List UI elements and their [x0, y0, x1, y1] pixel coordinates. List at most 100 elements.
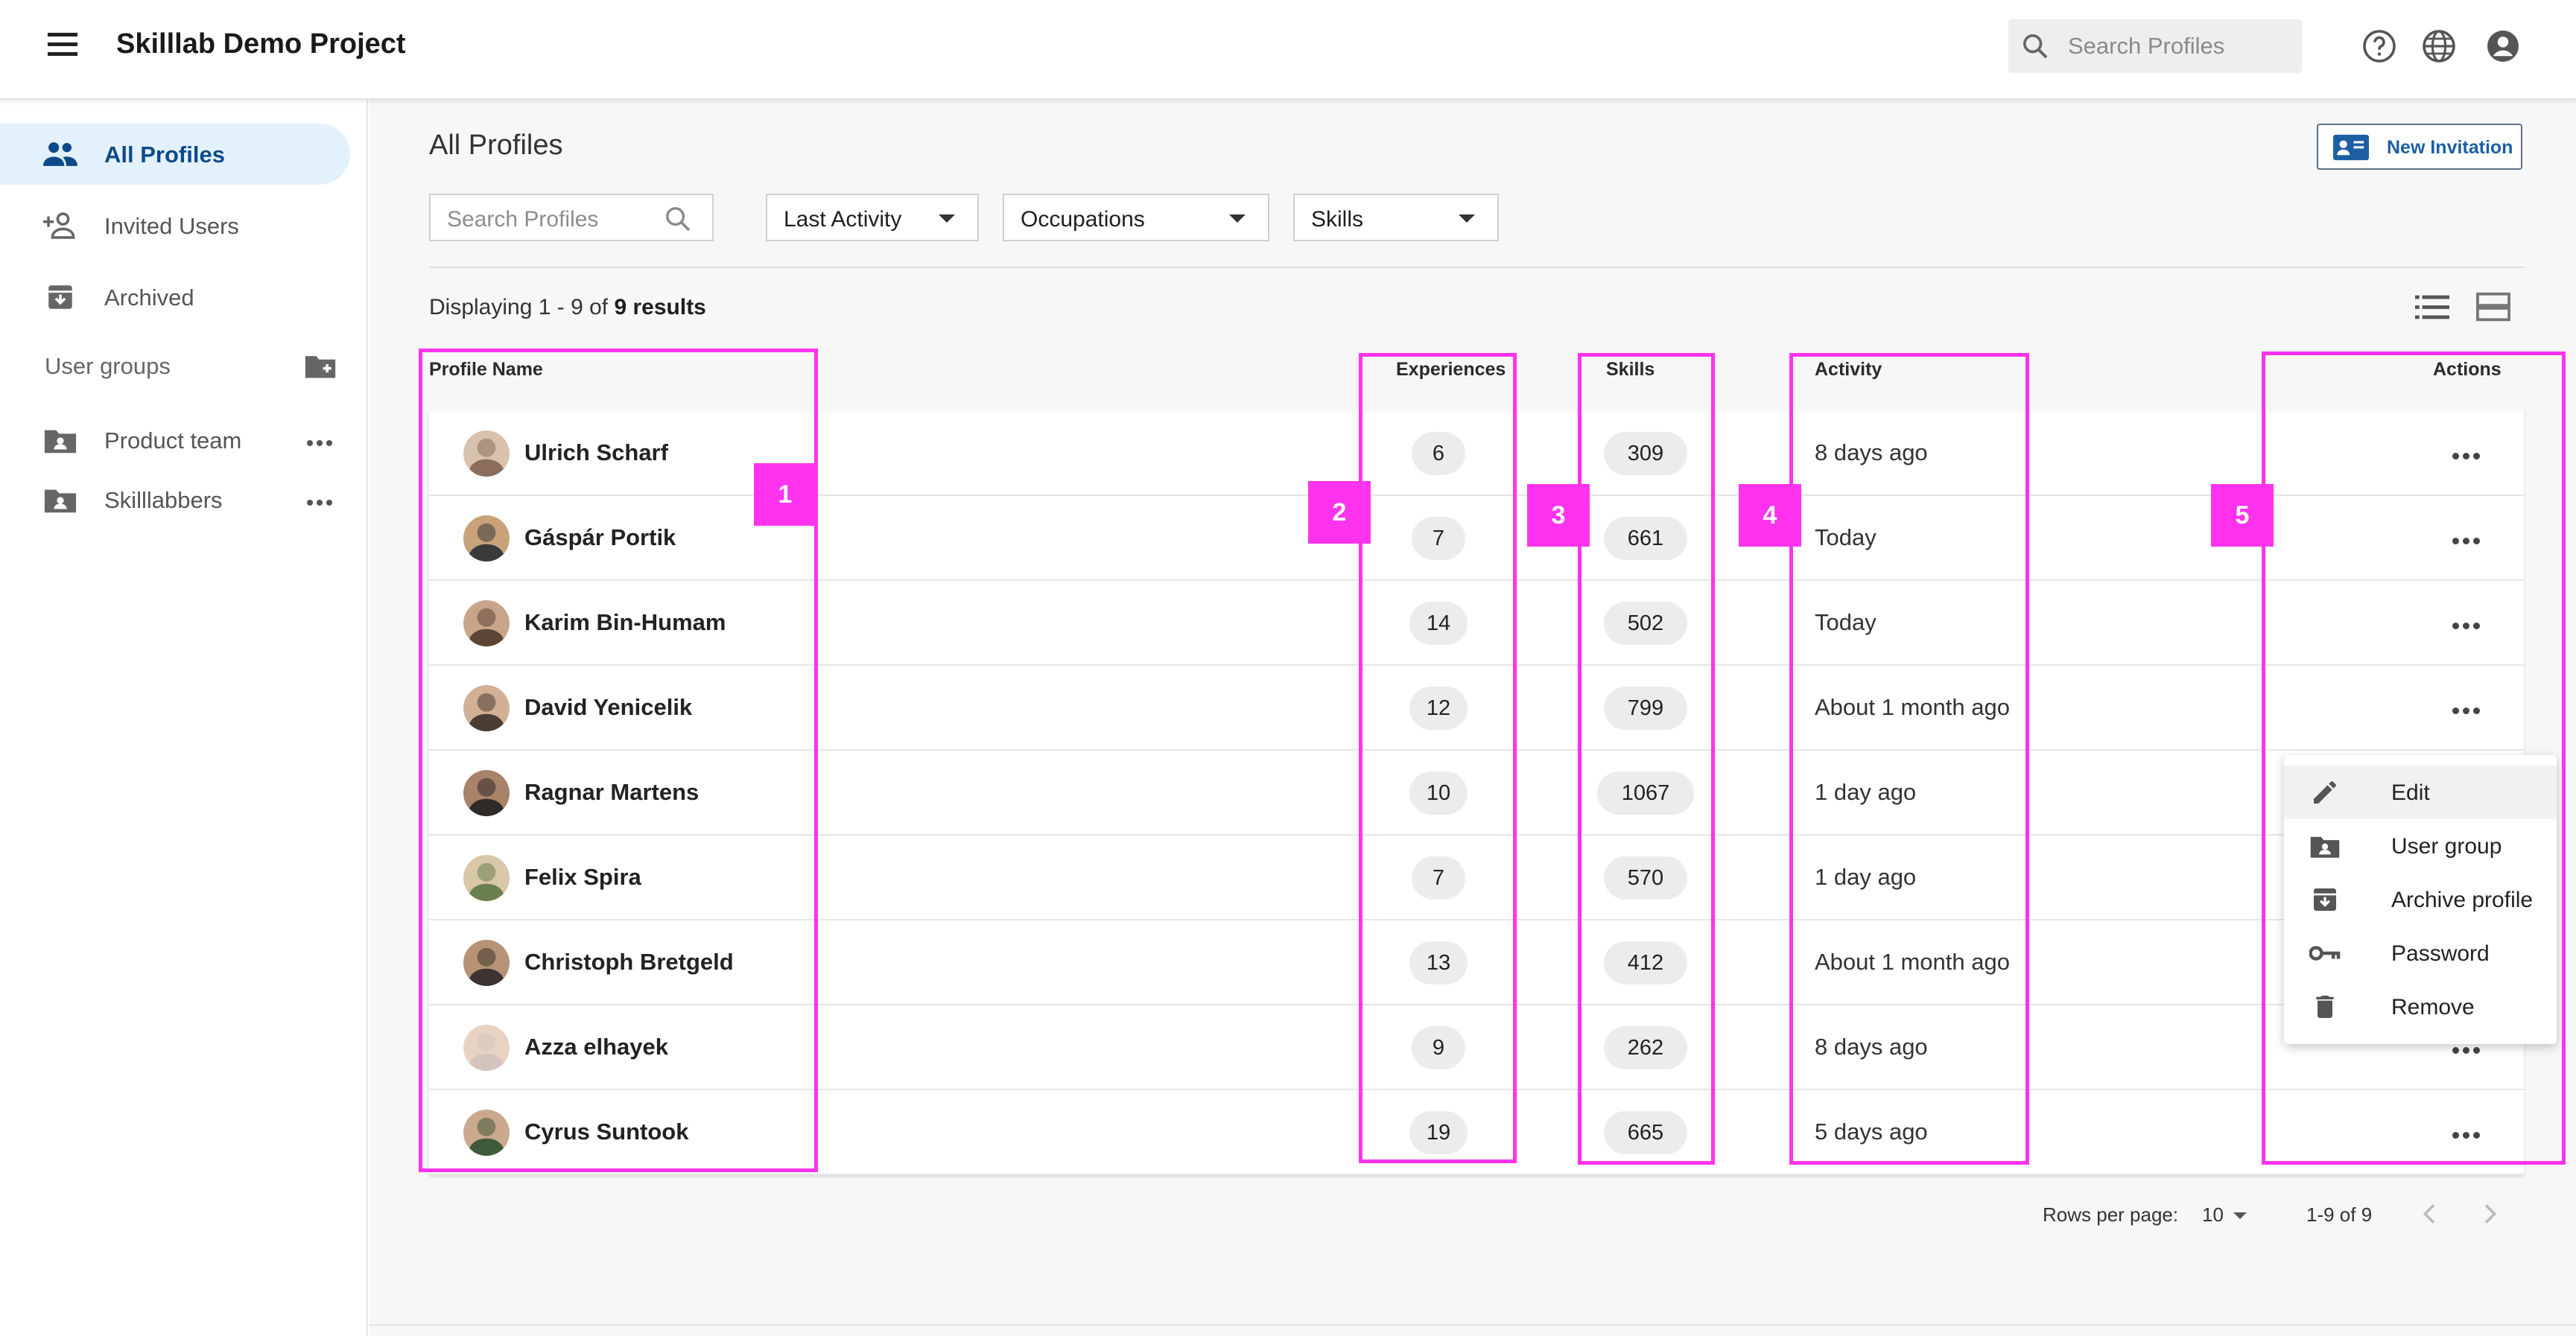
- skills-dropdown[interactable]: Skills: [1293, 194, 1499, 241]
- results-count-total: 9 results: [614, 295, 706, 319]
- card-view-icon[interactable]: [2476, 292, 2510, 322]
- previous-page-icon[interactable]: [2417, 1199, 2443, 1229]
- activity-text: 8 days ago: [1815, 439, 1928, 465]
- row-actions-menu: Edit User group Archive profile Password…: [2284, 755, 2557, 1044]
- table-row[interactable]: Cyrus Suntook 19 665 5 days ago: [429, 1090, 2524, 1175]
- profile-name[interactable]: David Yenicelik: [524, 694, 693, 720]
- avatar: [463, 770, 510, 816]
- archive-icon: [48, 285, 72, 309]
- list-view-icon[interactable]: [2415, 292, 2449, 322]
- table-row[interactable]: David Yenicelik 12 799 About 1 month ago: [429, 666, 2524, 751]
- more-options-icon[interactable]: [307, 436, 337, 446]
- profile-name[interactable]: Azza elhayek: [524, 1034, 668, 1060]
- top-bar: Skilllab Demo Project Search Profiles: [0, 0, 2576, 100]
- new-invitation-button[interactable]: New Invitation: [2317, 124, 2522, 170]
- top-search-placeholder: Search Profiles: [2068, 33, 2225, 59]
- pencil-icon: [2314, 781, 2336, 804]
- more-actions-icon[interactable]: [2452, 535, 2484, 548]
- table-row[interactable]: Karim Bin-Humam 14 502 Today: [429, 581, 2524, 666]
- annotation-box-1: [419, 349, 818, 1172]
- annotation-number-2: 2: [1308, 481, 1371, 544]
- profile-name[interactable]: Cyrus Suntook: [524, 1119, 689, 1145]
- menu-icon[interactable]: [46, 33, 79, 60]
- rows-per-page-select[interactable]: 10: [2202, 1203, 2224, 1226]
- menu-item-archive-profile[interactable]: Archive profile: [2284, 873, 2557, 926]
- menu-item-edit[interactable]: Edit: [2284, 766, 2557, 819]
- chevron-down-icon: [1459, 214, 1475, 223]
- archive-icon: [2314, 888, 2336, 911]
- annotation-number-3: 3: [1527, 484, 1590, 547]
- avatar: [463, 685, 510, 731]
- column-header-activity[interactable]: Activity: [1815, 359, 1882, 380]
- column-header-profile-name[interactable]: Profile Name: [429, 359, 543, 380]
- activity-text: Today: [1815, 524, 1877, 550]
- table-row[interactable]: Ulrich Scharf 6 309 8 days ago: [429, 411, 2524, 496]
- experiences-count: 7: [1412, 856, 1465, 900]
- menu-item-password[interactable]: Password: [2284, 926, 2557, 980]
- sidebar-item-invited-users[interactable]: Invited Users: [0, 195, 350, 256]
- next-page-icon[interactable]: [2476, 1199, 2503, 1229]
- avatar: [463, 1110, 510, 1156]
- more-options-icon[interactable]: [307, 496, 337, 506]
- experiences-count: 19: [1409, 1111, 1468, 1154]
- more-actions-icon[interactable]: [2452, 704, 2484, 718]
- search-icon: [2023, 34, 2048, 59]
- key-icon: [2309, 946, 2341, 961]
- profile-name[interactable]: Felix Spira: [524, 864, 641, 890]
- profile-name[interactable]: Ragnar Martens: [524, 779, 699, 805]
- chevron-down-icon[interactable]: [2233, 1212, 2247, 1219]
- menu-item-remove[interactable]: Remove: [2284, 980, 2557, 1034]
- sidebar-group-label: Skilllabbers: [104, 487, 223, 513]
- last-activity-dropdown[interactable]: Last Activity: [766, 194, 979, 241]
- profile-search-input[interactable]: Search Profiles: [429, 194, 714, 241]
- more-actions-icon[interactable]: [2452, 1044, 2484, 1057]
- skills-count: 502: [1604, 602, 1687, 645]
- occupations-dropdown[interactable]: Occupations: [1003, 194, 1269, 241]
- menu-item-user-group[interactable]: User group: [2284, 819, 2557, 873]
- profile-name[interactable]: Christoph Bretgeld: [524, 949, 734, 975]
- top-search-input[interactable]: Search Profiles: [2008, 19, 2302, 73]
- divider: [369, 1324, 2576, 1326]
- table-row[interactable]: Gáspár Portik 7 661 Today: [429, 496, 2524, 581]
- more-actions-icon[interactable]: [2452, 450, 2484, 463]
- sidebar-group-product-team[interactable]: Product team: [0, 410, 350, 471]
- annotation-box-2: [1359, 353, 1517, 1163]
- globe-icon[interactable]: [2421, 28, 2457, 64]
- column-header-experiences[interactable]: Experiences: [1396, 359, 1506, 380]
- skills-count: 661: [1604, 517, 1687, 560]
- annotation-box-3: [1578, 353, 1715, 1165]
- profile-search-placeholder: Search Profiles: [447, 207, 599, 232]
- table-row[interactable]: Azza elhayek 9 262 8 days ago: [429, 1005, 2524, 1090]
- more-actions-icon[interactable]: [2452, 620, 2484, 633]
- results-count: Displaying 1 - 9 of 9 results: [429, 295, 706, 320]
- page-title: All Profiles: [429, 130, 563, 161]
- sidebar-item-archived[interactable]: Archived: [0, 267, 350, 328]
- sidebar-group-skilllabbers[interactable]: Skilllabbers: [0, 469, 350, 530]
- activity-text: Today: [1815, 609, 1877, 635]
- avatar: [463, 515, 510, 562]
- activity-text: About 1 month ago: [1815, 694, 2010, 720]
- more-actions-icon[interactable]: [2452, 1129, 2484, 1142]
- account-icon[interactable]: [2485, 28, 2521, 64]
- table-row[interactable]: Felix Spira 7 570 1 day ago: [429, 836, 2524, 920]
- profile-name[interactable]: Gáspár Portik: [524, 524, 676, 550]
- column-header-skills[interactable]: Skills: [1606, 359, 1655, 380]
- profile-name[interactable]: Ulrich Scharf: [524, 439, 668, 465]
- annotation-box-4: [1789, 353, 2029, 1165]
- activity-text: 5 days ago: [1815, 1119, 1928, 1145]
- sidebar-item-all-profiles[interactable]: All Profiles: [0, 124, 350, 185]
- new-invitation-label: New Invitation: [2387, 137, 2513, 158]
- last-activity-label: Last Activity: [784, 207, 902, 232]
- activity-text: 8 days ago: [1815, 1034, 1928, 1060]
- experiences-count: 7: [1412, 517, 1465, 560]
- annotation-number-1: 1: [754, 463, 816, 526]
- results-count-prefix: Displaying 1 - 9 of: [429, 295, 609, 319]
- add-group-icon[interactable]: [304, 352, 337, 380]
- profile-name[interactable]: Karim Bin-Humam: [524, 609, 726, 635]
- table-row[interactable]: Ragnar Martens 10 1067 1 day ago: [429, 751, 2524, 836]
- skills-count: 262: [1604, 1026, 1687, 1069]
- table-row[interactable]: Christoph Bretgeld 13 412 About 1 month ago: [429, 920, 2524, 1005]
- sidebar: All Profiles Invited Users Archived User…: [0, 100, 368, 1336]
- rows-per-page-label: Rows per page:: [2043, 1203, 2179, 1226]
- help-icon[interactable]: [2361, 28, 2397, 64]
